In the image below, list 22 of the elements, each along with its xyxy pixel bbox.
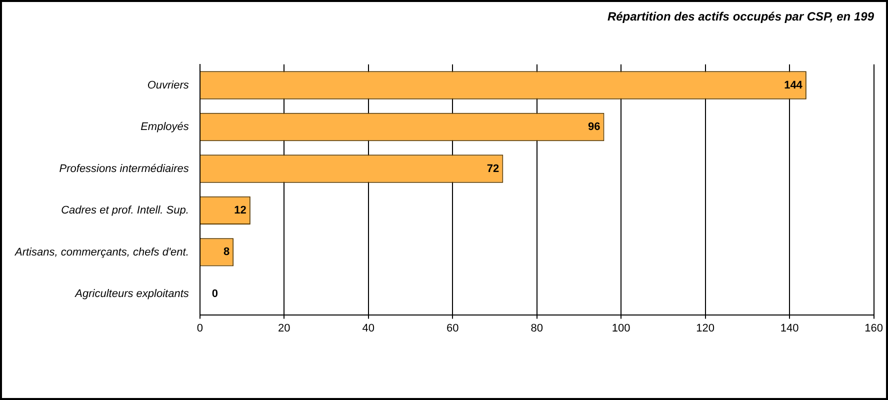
x-tick-label: 80	[530, 322, 543, 334]
x-tick-label: 0	[196, 322, 203, 334]
data-label: 12	[234, 204, 246, 216]
y-tick-label: Employés	[140, 121, 190, 134]
x-tick-label: 40	[362, 322, 374, 334]
x-tick-label: 60	[446, 322, 459, 334]
x-tick-label: 20	[278, 322, 290, 334]
y-tick-label: Cadres et prof. Intell. Sup.	[61, 204, 189, 217]
data-label: 96	[588, 121, 600, 134]
data-label: 0	[212, 288, 218, 300]
y-tick-label: Professions intermédiaires	[59, 162, 190, 175]
y-tick-label: Agriculteurs exploitants	[74, 288, 190, 300]
x-tick-label: 160	[864, 322, 884, 334]
x-tick-label: 100	[612, 322, 630, 334]
x-tick-label: 120	[696, 322, 715, 334]
data-label: 144	[784, 79, 804, 92]
x-tick-label: 140	[780, 322, 799, 334]
data-label: 72	[486, 162, 500, 175]
data-label: 8	[223, 246, 230, 258]
y-tick-label: Artisans, commerçants, chefs d'ent.	[14, 246, 189, 258]
y-tick-label: Ouvriers	[147, 79, 190, 92]
chart-title: Répartition des actifs occupés par CSP, en 199	[607, 10, 874, 24]
